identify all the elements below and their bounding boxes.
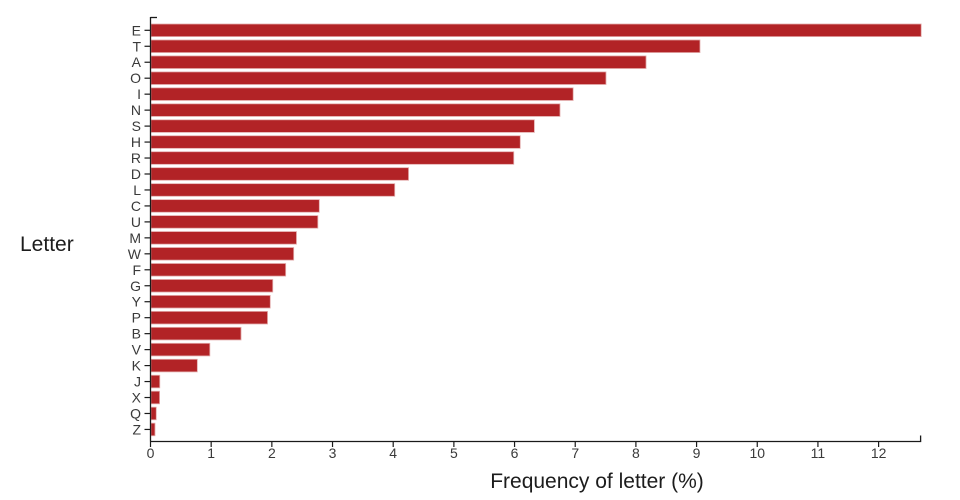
- bar-Y: [150, 295, 271, 309]
- bar-O: [150, 71, 607, 85]
- bar-R: [150, 151, 515, 165]
- bar-W: [150, 247, 295, 261]
- bar-Q: [150, 406, 157, 421]
- bar-S: [150, 119, 535, 133]
- x-tick-label-5: 5: [450, 445, 458, 461]
- bar-K: [150, 358, 198, 373]
- x-tick-label-11: 11: [811, 445, 826, 461]
- bar-B: [150, 326, 242, 341]
- y-tick-label-T: T: [132, 38, 141, 54]
- bar-L: [150, 183, 396, 197]
- y-tick-label-G: G: [130, 278, 141, 294]
- y-tick-label-Z: Z: [132, 421, 141, 437]
- y-tick-label-N: N: [131, 102, 141, 118]
- x-tick-label-8: 8: [632, 445, 640, 461]
- y-tick-label-Y: Y: [132, 294, 142, 310]
- y-tick-label-U: U: [131, 214, 141, 230]
- bar-G: [150, 279, 274, 293]
- x-tick-label-9: 9: [693, 445, 701, 461]
- y-tick-label-B: B: [132, 326, 141, 342]
- bar-V: [150, 342, 211, 357]
- y-tick-label-M: M: [129, 230, 141, 246]
- x-tick-label-10: 10: [749, 445, 765, 461]
- y-tick-label-D: D: [131, 166, 141, 182]
- bar-A: [150, 55, 647, 69]
- x-tick-label-2: 2: [268, 445, 276, 461]
- y-tick-label-C: C: [131, 198, 141, 214]
- bar-F: [150, 263, 287, 277]
- bar-U: [150, 215, 319, 229]
- y-tick-label-H: H: [131, 134, 141, 150]
- x-tick-label-12: 12: [871, 445, 887, 461]
- y-tick-label-A: A: [132, 54, 142, 70]
- x-tick-label-6: 6: [511, 445, 519, 461]
- y-tick-label-R: R: [131, 150, 141, 166]
- y-tick-label-F: F: [132, 262, 141, 278]
- bar-D: [150, 167, 409, 181]
- y-tick-label-S: S: [132, 118, 141, 134]
- bar-P: [150, 310, 268, 325]
- bar-J: [150, 374, 161, 389]
- bar-N: [150, 103, 561, 117]
- x-tick-label-1: 1: [207, 445, 215, 461]
- x-tick-label-4: 4: [389, 445, 397, 461]
- y-tick-label-K: K: [132, 358, 142, 374]
- x-tick-label-7: 7: [571, 445, 579, 461]
- y-tick-label-E: E: [132, 22, 141, 38]
- y-tick-label-W: W: [128, 246, 142, 262]
- y-tick-label-Q: Q: [130, 405, 141, 421]
- y-axis-title: Letter: [20, 233, 74, 256]
- bar-M: [150, 231, 297, 245]
- y-tick-label-V: V: [132, 342, 142, 358]
- x-axis-title: Frequency of letter (%): [490, 470, 704, 493]
- y-tick-label-P: P: [132, 310, 141, 326]
- bars-layer: [150, 23, 922, 437]
- y-tick-label-O: O: [130, 70, 141, 86]
- bar-Z: [150, 422, 156, 437]
- y-tick-label-I: I: [137, 86, 141, 102]
- y-tick-label-X: X: [132, 390, 142, 406]
- bar-E: [150, 23, 922, 38]
- y-tick-label-J: J: [134, 374, 141, 390]
- bar-C: [150, 199, 320, 213]
- x-tick-label-0: 0: [147, 445, 155, 461]
- bar-H: [150, 135, 521, 149]
- y-tick-label-L: L: [133, 182, 141, 198]
- bar-I: [150, 87, 574, 101]
- bar-T: [150, 39, 701, 53]
- x-tick-label-3: 3: [329, 445, 337, 461]
- bar-X: [150, 390, 160, 405]
